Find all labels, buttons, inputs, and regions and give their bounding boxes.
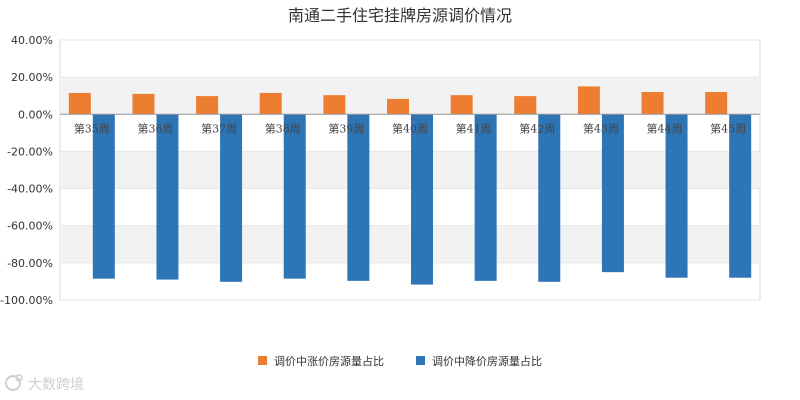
legend-swatch-rise <box>258 356 267 365</box>
watermark: 大数跨境 <box>5 374 84 393</box>
legend-label-fall: 调价中降价房源量占比 <box>432 354 542 368</box>
legend-swatch-fall <box>416 356 425 365</box>
x-tick-label: 第45周 <box>710 121 746 135</box>
dashuju-logo-icon <box>5 374 23 391</box>
bar-rise <box>641 92 664 115</box>
y-tick-label: -100.00% <box>0 294 53 307</box>
bar-fall <box>283 114 306 279</box>
bar-series <box>68 86 752 285</box>
x-tick-label: 第43周 <box>583 121 619 135</box>
chart-title: 南通二手住宅挂牌房源调价情况 <box>288 6 512 25</box>
bar-fall <box>601 114 624 273</box>
legend: 调价中涨价房源量占比 调价中降价房源量占比 <box>258 354 542 368</box>
legend-label-rise: 调价中涨价房源量占比 <box>274 354 384 368</box>
bar-fall <box>665 114 688 278</box>
x-tick-label: 第39周 <box>328 121 364 135</box>
bar-rise <box>577 86 600 115</box>
x-tick-label: 第44周 <box>647 121 683 135</box>
x-tick-label: 第38周 <box>265 121 301 135</box>
x-tick-label: 第42周 <box>519 121 555 135</box>
bar-rise <box>705 92 728 115</box>
bar-fall <box>411 114 433 285</box>
bar-rise <box>323 95 346 115</box>
bar-fall <box>220 114 243 282</box>
bar-fall <box>729 114 752 278</box>
x-tick-label: 第35周 <box>74 121 110 135</box>
y-tick-label: -40.00% <box>7 183 53 196</box>
x-tick-label: 第41周 <box>456 121 492 135</box>
bar-rise <box>514 96 537 115</box>
bar-rise <box>132 93 155 115</box>
watermark-text: 大数跨境 <box>28 377 84 393</box>
x-tick-label: 第37周 <box>201 121 237 135</box>
bar-rise <box>387 98 409 115</box>
bar-fall <box>92 114 115 279</box>
y-tick-label: -80.00% <box>7 257 53 270</box>
y-tick-label: 20.00% <box>11 71 53 84</box>
bar-rise <box>196 96 219 115</box>
y-tick-label: -20.00% <box>7 145 53 158</box>
x-tick-label: 第36周 <box>137 121 173 135</box>
x-tick-label: 第40周 <box>392 121 428 135</box>
y-tick-label: -60.00% <box>7 220 53 233</box>
x-axis-tick-labels: 第35周 第36周 第37周 第38周 第39周 第40周 第41周 第42周 第43周 第44周… <box>74 121 746 135</box>
bar-fall <box>474 114 497 281</box>
y-tick-label: 40.00% <box>11 34 53 47</box>
bar-fall <box>347 114 370 281</box>
bar-rise <box>259 92 282 115</box>
y-axis-tick-labels: 40.00% 20.00% 0.00% -20.00% -40.00% -60.00% -8… <box>0 34 53 307</box>
bar-fall <box>538 114 561 282</box>
bar-rise <box>450 95 473 115</box>
bar-rise <box>68 92 91 115</box>
y-tick-label: 0.00% <box>18 108 53 121</box>
bar-fall <box>156 114 179 280</box>
